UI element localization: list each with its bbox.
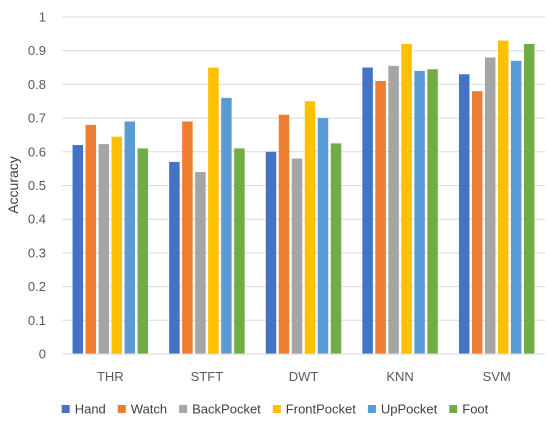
legend-label-frontpocket: FrontPocket <box>286 402 356 417</box>
bar-hand-thr <box>72 145 84 354</box>
bar-watch-stft <box>182 121 193 354</box>
bar-watch-dwt <box>278 114 290 354</box>
bar-hand-dwt <box>265 151 277 354</box>
bar-frontpocket-knn <box>401 43 412 355</box>
x-axis-tick-labels: THR STFT DWT KNN SVM <box>97 369 511 384</box>
legend-label-watch: Watch <box>131 402 167 417</box>
y-tick-label: 0.7 <box>28 111 46 126</box>
y-tick-label: 0.2 <box>28 279 46 294</box>
legend-swatch-foot <box>449 405 458 413</box>
legend-swatch-hand <box>61 405 70 413</box>
bar-uppocket-thr <box>124 121 136 354</box>
bar-backpocket-thr <box>98 144 110 354</box>
y-axis-tick-labels: 0 0.1 0.2 0.3 0.4 0.5 0.6 0.7 0.8 0.9 1 <box>28 10 46 362</box>
bar-hand-stft <box>169 161 180 354</box>
bar-frontpocket-stft <box>208 67 219 355</box>
y-tick-label: 1 <box>39 10 46 25</box>
bar-watch-thr <box>85 124 97 354</box>
legend-label-hand: Hand <box>75 402 106 417</box>
legend-label-backpocket: BackPocket <box>192 402 261 417</box>
legend-swatch-backpocket <box>179 405 188 413</box>
bar-frontpocket-thr <box>111 136 123 354</box>
bar-foot-svm <box>523 43 535 355</box>
x-tick-label: THR <box>97 369 124 384</box>
y-tick-label: 0 <box>39 347 46 362</box>
legend-swatch-uppocket <box>367 405 376 413</box>
y-tick-label: 0.8 <box>28 77 46 92</box>
bar-watch-svm <box>471 91 483 354</box>
bar-foot-knn <box>427 69 438 355</box>
y-tick-label: 0.5 <box>28 178 46 193</box>
legend-swatch-frontpocket <box>272 405 281 413</box>
legend: Hand Watch BackPocket FrontPocket UpPocket Fo… <box>61 402 489 417</box>
bar-watch-knn <box>375 81 386 354</box>
x-tick-label: SVM <box>483 369 511 384</box>
bar-foot-thr <box>137 148 149 354</box>
y-tick-label: 0.1 <box>28 313 46 328</box>
y-tick-label: 0.6 <box>28 144 46 159</box>
x-tick-label: DWT <box>289 369 319 384</box>
bar-frontpocket-svm <box>497 40 509 355</box>
x-tick-label: KNN <box>386 369 413 384</box>
bar-hand-svm <box>458 74 470 354</box>
bar-uppocket-dwt <box>317 118 329 354</box>
bar-foot-dwt <box>330 143 342 354</box>
bar-frontpocket-dwt <box>304 101 316 354</box>
y-tick-label: 0.3 <box>28 245 46 260</box>
bar-uppocket-svm <box>510 60 522 355</box>
bar-backpocket-svm <box>484 57 496 354</box>
bar-backpocket-dwt <box>291 158 303 354</box>
legend-label-foot: Foot <box>462 402 488 417</box>
bar-backpocket-knn <box>388 65 399 355</box>
bar-foot-stft <box>234 148 245 354</box>
bar-backpocket-stft <box>195 172 206 354</box>
y-axis-title: Accuracy <box>5 156 21 214</box>
legend-label-uppocket: UpPocket <box>381 402 438 417</box>
legend-swatch-watch <box>117 405 126 413</box>
y-tick-label: 0.9 <box>28 43 46 58</box>
bars <box>72 40 535 355</box>
bar-hand-knn <box>362 67 373 355</box>
bar-uppocket-stft <box>221 97 232 354</box>
y-tick-label: 0.4 <box>28 212 46 227</box>
x-tick-label: STFT <box>191 369 224 384</box>
bar-uppocket-knn <box>414 70 425 355</box>
